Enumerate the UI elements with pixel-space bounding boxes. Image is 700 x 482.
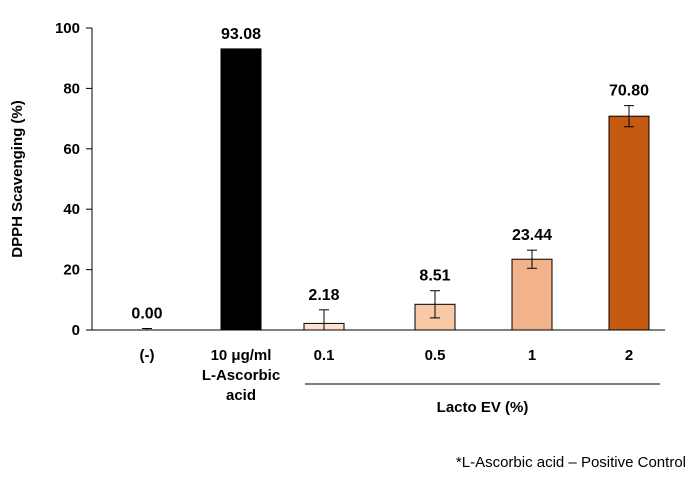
x-tick-label: (-) [140,347,155,364]
bar [608,115,650,331]
data-label: 8.51 [419,268,450,285]
x-tick-label: L-Ascorbic [202,367,280,384]
data-label: 93.08 [221,26,261,43]
group-label: Lacto EV (%) [437,399,529,416]
x-tick-label: 0.1 [314,347,335,364]
y-tick-label: 0 [72,322,80,339]
x-tick-label: 0.5 [425,347,446,364]
y-tick-label: 40 [63,201,80,218]
y-tick-label: 60 [63,141,80,158]
x-tick-label: 2 [625,347,633,364]
data-label: 70.80 [609,83,649,100]
data-label: 0.00 [131,305,162,322]
x-tick-label: 10 μg/ml [211,347,272,364]
data-label: 2.18 [308,287,339,304]
y-tick-label: 80 [63,80,80,97]
footnote: *L-Ascorbic acid – Positive Control [456,454,686,471]
bar [220,48,262,331]
y-axis-title: DPPH Scavenging (%) [9,100,26,258]
y-tick-label: 20 [63,262,80,279]
x-tick-label: 1 [528,347,536,364]
x-tick-label: acid [226,387,256,404]
y-tick-label: 100 [55,20,80,37]
data-label: 23.44 [512,227,552,244]
bar [511,258,553,331]
